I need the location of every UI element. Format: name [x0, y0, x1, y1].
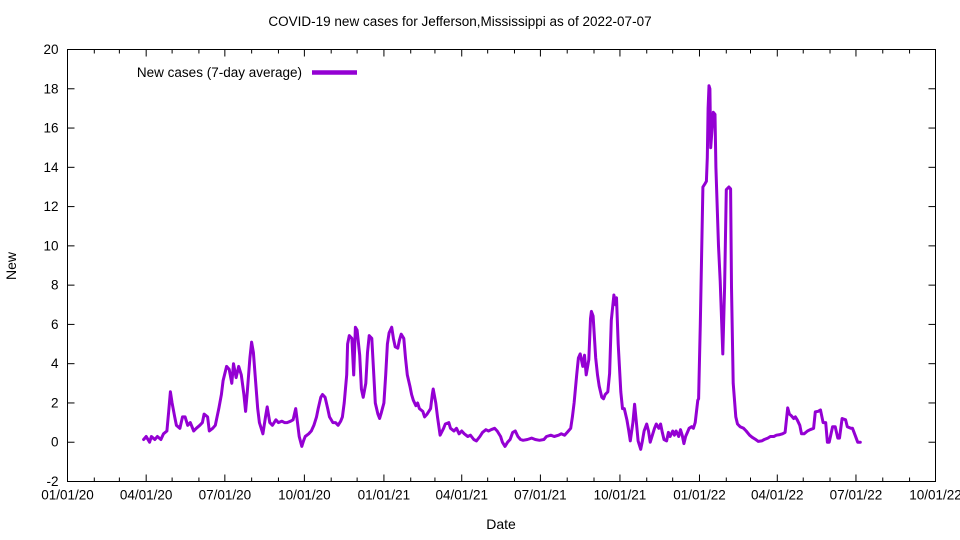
- series-lines: [142, 84, 862, 451]
- y-tick-label: -2: [46, 474, 58, 489]
- legend: New cases (7-day average): [137, 65, 357, 80]
- x-axis-ticks: 01/01/20 04/01/20 07/01/20 10/01/20 01/01/21…: [41, 49, 960, 503]
- y-tick-label: 6: [51, 317, 59, 332]
- y-tick-label: 4: [51, 356, 59, 371]
- y-tick-label: 16: [43, 121, 58, 136]
- x-tick-label: 04/01/22: [751, 488, 804, 503]
- x-tick-label: 07/01/20: [199, 488, 252, 503]
- x-tick-label: 01/01/22: [673, 488, 726, 503]
- legend-label: New cases (7-day average): [137, 65, 302, 80]
- y-tick-label: 8: [51, 278, 59, 293]
- series-line-new-cases: [142, 84, 862, 451]
- y-tick-label: 12: [43, 199, 58, 214]
- x-tick-label: 01/01/20: [41, 488, 94, 503]
- y-tick-label: 0: [51, 435, 59, 450]
- y-tick-label: 14: [43, 160, 59, 175]
- x-tick-label: 04/01/20: [120, 488, 173, 503]
- x-tick-label: 04/01/21: [435, 488, 488, 503]
- y-tick-label: 20: [43, 42, 58, 57]
- x-tick-label: 07/01/22: [830, 488, 883, 503]
- plot-area: [67, 49, 936, 482]
- y-tick-label: 18: [43, 81, 58, 96]
- y-axis-ticks: -2 0 2 4 6 8 10 12 14 16 18 20: [43, 42, 936, 489]
- x-tick-label: 10/01/20: [278, 488, 331, 503]
- x-tick-label: 10/01/21: [594, 488, 647, 503]
- x-tick-label: 07/01/21: [514, 488, 567, 503]
- y-tick-label: 2: [51, 395, 59, 410]
- chart-title: COVID-19 new cases for Jefferson,Mississ…: [268, 14, 651, 29]
- y-tick-label: 10: [43, 238, 58, 253]
- y-axis-label: New: [3, 251, 19, 280]
- x-tick-label: 10/01/22: [909, 488, 960, 503]
- x-tick-label: 01/01/21: [358, 488, 411, 503]
- x-axis-label: Date: [486, 516, 516, 532]
